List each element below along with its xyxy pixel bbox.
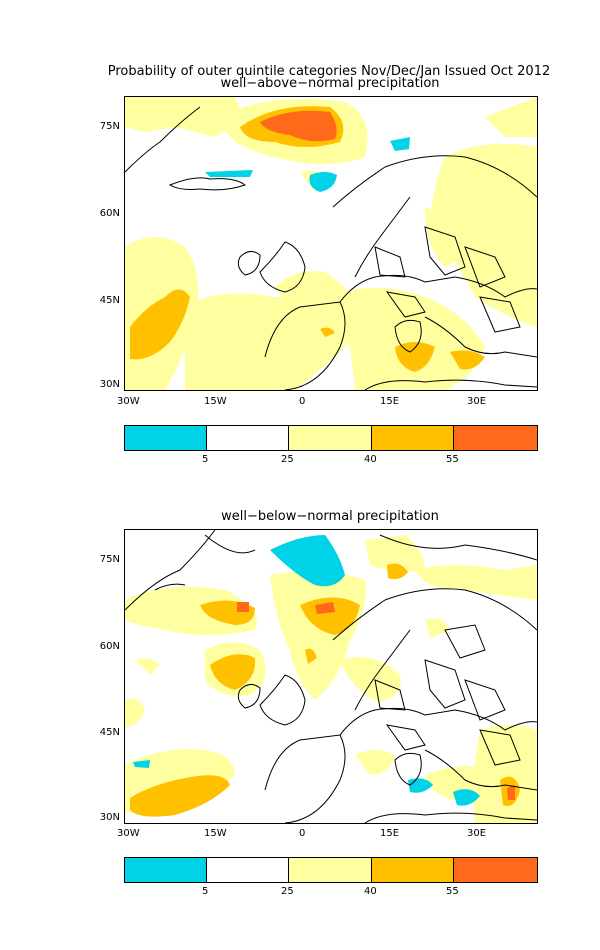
colorbar-2-label-25: 25 bbox=[281, 886, 294, 897]
map1-field bbox=[125, 97, 537, 390]
colorbar-2-seg-dark-orange bbox=[454, 858, 537, 882]
map2-xtick-15e: 15E bbox=[380, 828, 400, 839]
map2-ytick-75n: 75N bbox=[99, 554, 120, 565]
colorbar-1-label-40: 40 bbox=[364, 454, 377, 465]
colorbar-1-label-5: 5 bbox=[202, 454, 209, 465]
colorbar-2 bbox=[124, 857, 538, 883]
map2-subtitle: well−below−normal precipitation bbox=[221, 509, 439, 524]
colorbar-1-label-55: 55 bbox=[446, 454, 459, 465]
map1-xtick-30e: 30E bbox=[467, 396, 487, 407]
colorbar-2-label-55: 55 bbox=[446, 886, 459, 897]
colorbar-1-seg-orange bbox=[372, 426, 454, 450]
map2-xtick-30e: 30E bbox=[467, 828, 487, 839]
map1-subtitle: well−above−normal precipitation bbox=[220, 76, 440, 91]
main-title: Probability of outer quintile categories… bbox=[107, 64, 551, 79]
map2-xtick-0: 0 bbox=[299, 828, 306, 839]
colorbar-1-seg-dark-orange bbox=[454, 426, 537, 450]
map1-ytick-45n: 45N bbox=[99, 295, 120, 306]
colorbar-1-seg-cyan bbox=[125, 426, 207, 450]
map1-xtick-15e: 15E bbox=[380, 396, 400, 407]
map2-panel bbox=[124, 529, 538, 824]
map1-ytick-75n: 75N bbox=[99, 121, 120, 132]
map2-field bbox=[125, 530, 537, 823]
colorbar-2-label-5: 5 bbox=[202, 886, 209, 897]
colorbar-2-seg-orange bbox=[372, 858, 454, 882]
colorbar-2-seg-light-yellow bbox=[289, 858, 372, 882]
map2-ytick-60n: 60N bbox=[99, 641, 120, 652]
colorbar-2-seg-cyan bbox=[125, 858, 207, 882]
map1-panel bbox=[124, 96, 538, 391]
colorbar-1-seg-white bbox=[207, 426, 289, 450]
colorbar-2-seg-white bbox=[207, 858, 289, 882]
map2-xtick-15w: 15W bbox=[204, 828, 227, 839]
colorbar-2-label-40: 40 bbox=[364, 886, 377, 897]
map2-ytick-30n: 30N bbox=[99, 812, 120, 823]
colorbar-1-seg-light-yellow bbox=[289, 426, 372, 450]
map1-xtick-0: 0 bbox=[299, 396, 306, 407]
map1-ytick-30n: 30N bbox=[99, 379, 120, 390]
map1-ytick-60n: 60N bbox=[99, 208, 120, 219]
map1-xtick-15w: 15W bbox=[204, 396, 227, 407]
colorbar-1 bbox=[124, 425, 538, 451]
map2-ytick-45n: 45N bbox=[99, 727, 120, 738]
map2-xtick-30w: 30W bbox=[117, 828, 140, 839]
colorbar-1-label-25: 25 bbox=[281, 454, 294, 465]
map1-xtick-30w: 30W bbox=[117, 396, 140, 407]
